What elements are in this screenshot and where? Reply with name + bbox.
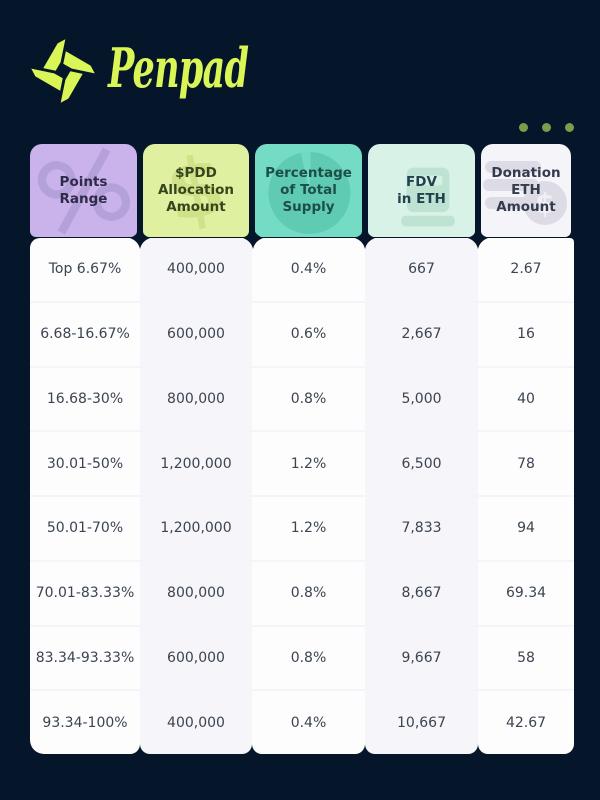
table-column-fdv-eth: FDV in ETH 667 2,667 5,000 6,500 7,833 8,667 9,… (365, 144, 478, 754)
carousel-dot-1[interactable] (519, 123, 528, 132)
column-header-label: Donation ETH Amount (491, 165, 561, 215)
dollar-icon: $ (143, 144, 249, 237)
column-header-pdd-allocation: $ $PDD Allocation Amount (143, 144, 249, 237)
penpad-logo-icon (31, 39, 95, 103)
cell-pdd-allocation-row1: 400,000 (167, 261, 225, 278)
calculator-icon (368, 144, 475, 237)
column-header-points-range: Points Range (30, 144, 137, 237)
cell-pdd-allocation-row8: 400,000 (140, 689, 252, 754)
cell-percent-supply-row2: 0.6% (252, 300, 365, 366)
column-header-label: Percentage of Total Supply (265, 165, 352, 215)
cell-points-range-row4: 30.01-50% (30, 430, 140, 495)
column-header-label: Points Range (59, 173, 108, 207)
cell-fdv-eth-row8: 10,667 (365, 689, 478, 754)
table-column-points-range: Points Range Top 6.67% 6.68-16.67% 16.68-30… (30, 144, 140, 754)
cell-points-range-row2: 6.68-16.67% (30, 300, 140, 366)
column-header-donation-eth: $ Donation ETH Amount (481, 144, 571, 237)
cell-pdd-allocation-row3: 800,000 (140, 365, 252, 431)
cell-fdv-eth-row7: 9,667 (365, 624, 478, 690)
carousel-dot-2[interactable] (542, 123, 551, 132)
column-body-fdv-eth: 667 2,667 5,000 6,500 7,833 8,667 9,667 10,667 (365, 238, 478, 754)
cell-donation-eth-row6: 69.34 (478, 559, 574, 625)
coins-icon: $ (481, 144, 571, 237)
carousel-dots (30, 123, 574, 132)
cell-fdv-eth-row6: 8,667 (365, 559, 478, 625)
cell-percent-supply-row5: 1.2% (252, 495, 365, 560)
svg-text:$: $ (535, 187, 554, 220)
cell-pdd-allocation-row5: 1,200,000 (140, 495, 252, 560)
brand-header: Penpad (30, 0, 574, 106)
cell-fdv-eth-row4: 6,500 (365, 430, 478, 495)
cell-percent-supply-row6: 0.8% (252, 559, 365, 625)
table-column-percent-supply: Percentage of Total Supply 0.4% 0.6% 0.8% 1.… (252, 144, 365, 754)
carousel-dot-3[interactable] (565, 123, 574, 132)
cell-points-range-row3: 16.68-30% (30, 365, 140, 431)
cell-fdv-eth-row1: 667 (408, 261, 435, 278)
cell-percent-supply-row3: 0.8% (252, 365, 365, 431)
allocation-table: Points Range Top 6.67% 6.68-16.67% 16.68-30… (30, 144, 574, 754)
cell-percent-supply-row7: 0.8% (252, 624, 365, 690)
column-body-points-range: Top 6.67% 6.68-16.67% 16.68-30% 30.01-50% 50… (30, 238, 140, 754)
cell-donation-eth-row7: 58 (478, 624, 574, 690)
brand-wordmark: Penpad (108, 36, 249, 100)
column-header-fdv-eth: FDV in ETH (368, 144, 475, 237)
cell-donation-eth-row4: 78 (478, 430, 574, 495)
cell-fdv-eth-row5: 7,833 (365, 495, 478, 560)
cell-pdd-allocation-row7: 600,000 (140, 624, 252, 690)
cell-percent-supply-row1: 0.4% (290, 261, 327, 278)
cell-donation-eth-row5: 94 (478, 495, 574, 560)
column-header-label: FDV in ETH (397, 173, 446, 207)
cell-percent-supply-row8: 0.4% (252, 689, 365, 754)
cell-points-range-row1: Top 6.67% (48, 261, 122, 278)
column-body-donation-eth: 2.67 16 40 78 94 69.34 58 42.67 (478, 238, 574, 754)
table-column-pdd-allocation: $ $PDD Allocation Amount 400,000 600,000 800… (140, 144, 252, 754)
pie-icon (255, 144, 362, 237)
page: Penpad Points Range Top 6.67% 6.68-16.67% 1… (30, 0, 574, 754)
percent-icon (30, 144, 137, 237)
cell-donation-eth-row2: 16 (478, 300, 574, 366)
cell-fdv-eth-row2: 2,667 (365, 300, 478, 366)
cell-points-range-row8: 93.34-100% (30, 689, 140, 754)
cell-pdd-allocation-row2: 600,000 (140, 300, 252, 366)
column-header-label: $PDD Allocation Amount (157, 165, 235, 215)
cell-points-range-row7: 83.34-93.33% (30, 624, 140, 690)
column-body-percent-supply: 0.4% 0.6% 0.8% 1.2% 1.2% 0.8% 0.8% 0.4% (252, 238, 365, 754)
column-body-pdd-allocation: 400,000 600,000 800,000 1,200,000 1,200,000 8… (140, 238, 252, 754)
column-header-percent-supply: Percentage of Total Supply (255, 144, 362, 237)
table-column-donation-eth: $ Donation ETH Amount 2.67 16 40 78 94 69.34 58 4… (478, 144, 574, 754)
cell-pdd-allocation-row4: 1,200,000 (140, 430, 252, 495)
cell-donation-eth-row1: 2.67 (510, 261, 542, 278)
cell-donation-eth-row3: 40 (478, 365, 574, 431)
cell-points-range-row6: 70.01-83.33% (30, 559, 140, 625)
cell-pdd-allocation-row6: 800,000 (140, 559, 252, 625)
cell-donation-eth-row8: 42.67 (478, 689, 574, 754)
cell-points-range-row5: 50.01-70% (30, 495, 140, 560)
cell-fdv-eth-row3: 5,000 (365, 365, 478, 431)
cell-percent-supply-row4: 1.2% (252, 430, 365, 495)
